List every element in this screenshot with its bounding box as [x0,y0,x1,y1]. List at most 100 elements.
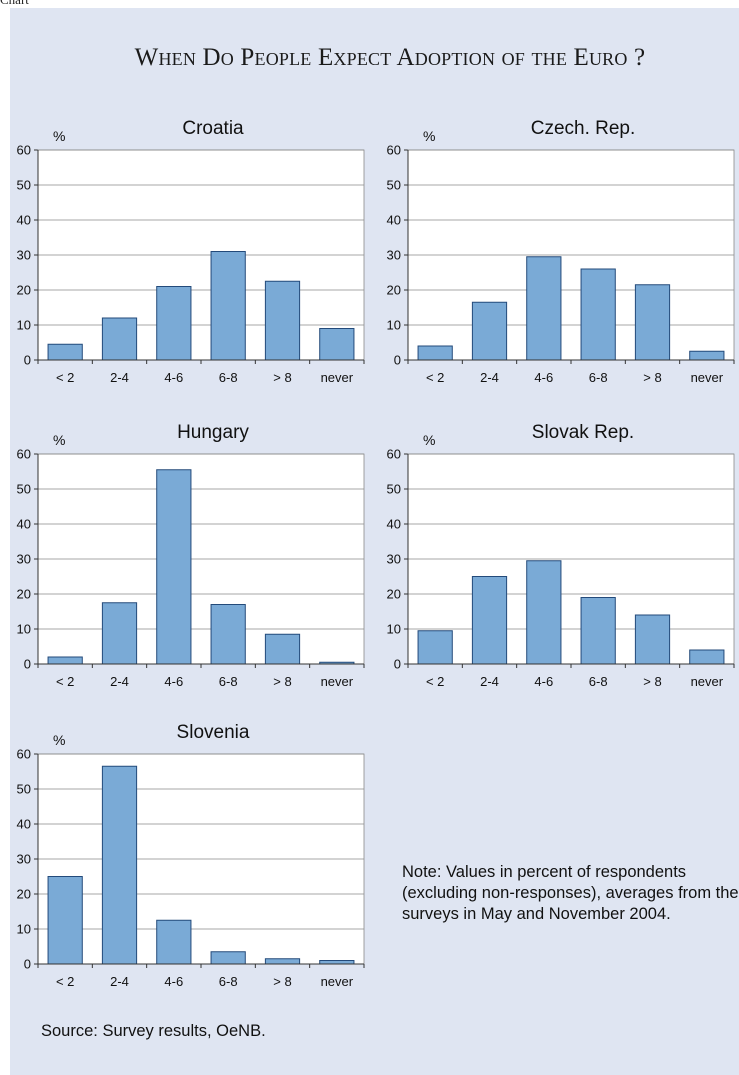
chart-title: Czech. Rep. [531,118,636,139]
bar [580,268,616,361]
bar [101,602,138,665]
chart-svg: 0 10 20 30 40 50 60 < 2 2-4 4-6 6-8 > 8 never Slovak … [387,422,735,689]
y-tick-label: 30 [17,852,31,867]
y-tick-label: 40 [17,517,31,532]
y-tick-label: 10 [17,318,31,333]
y-tick-label: 0 [24,353,31,368]
y-tick-label: 0 [24,657,31,672]
x-tick-label: > 8 [273,974,291,989]
x-tick-label: 2-4 [110,674,129,689]
bar [156,919,192,965]
y-axis-label: % [423,128,435,144]
chart-czech-rep: 0 10 20 30 40 50 60 < 2 2-4 4-6 6-8 > 8 never Czech. … [370,110,739,410]
y-tick-label: 20 [387,587,401,602]
chart-title: Hungary [177,422,249,443]
chart-slovak-rep: 0 10 20 30 40 50 60 < 2 2-4 4-6 6-8 > 8 never Slovak … [370,414,739,714]
chart-svg: 0 10 20 30 40 50 60 < 2 2-4 4-6 6-8 > 8 never Hungary… [17,422,365,689]
bar [210,251,246,361]
x-tick-label: 2-4 [110,370,129,385]
bar [156,286,192,361]
chart-title: Slovenia [177,722,250,743]
y-tick-label: 0 [394,353,401,368]
bar [47,656,83,665]
bar [264,280,301,361]
y-tick-label: 60 [17,747,31,762]
x-tick-label: never [321,974,354,989]
bar [526,256,562,361]
bar [101,317,138,361]
x-tick-label: 6-8 [219,974,238,989]
y-tick-label: 0 [24,957,31,972]
x-tick-label: 6-8 [219,370,238,385]
y-tick-label: 60 [17,143,31,158]
bar [526,560,562,665]
x-tick-label: 4-6 [534,674,553,689]
y-tick-label: 10 [17,622,31,637]
figure-label: Chart [0,0,60,8]
y-tick-label: 50 [387,482,401,497]
bar [47,876,83,965]
y-tick-label: 0 [394,657,401,672]
bar [417,345,453,361]
bar [156,469,192,665]
source-text: Source: Survey results, OeNB. [41,1022,266,1040]
y-tick-label: 20 [387,283,401,298]
y-tick-label: 10 [387,318,401,333]
x-tick-label: > 8 [273,674,291,689]
y-tick-label: 10 [387,622,401,637]
x-tick-label: < 2 [426,674,444,689]
bar [210,604,246,665]
chart-title: Croatia [182,118,244,139]
y-axis-label: % [423,432,435,448]
bar [264,633,301,665]
x-tick-label: 6-8 [589,674,608,689]
bar [210,951,246,965]
x-tick-label: 4-6 [164,974,183,989]
bar [580,597,616,665]
y-tick-label: 40 [17,817,31,832]
x-tick-label: 6-8 [219,674,238,689]
x-tick-label: > 8 [643,674,661,689]
bar [689,350,725,361]
y-tick-label: 30 [17,552,31,567]
bar [689,649,725,665]
y-tick-label: 30 [387,248,401,263]
y-tick-label: 10 [17,922,31,937]
bar [634,284,671,361]
chart-hungary: 0 10 20 30 40 50 60 < 2 2-4 4-6 6-8 > 8 never Hungary… [0,414,372,714]
y-tick-label: 20 [17,283,31,298]
y-tick-label: 30 [17,248,31,263]
bar [319,960,355,965]
bar [471,301,508,361]
y-tick-label: 40 [17,213,31,228]
y-tick-label: 50 [17,178,31,193]
x-tick-label: 4-6 [534,370,553,385]
y-axis-label: % [53,432,65,448]
x-tick-label: 6-8 [589,370,608,385]
x-tick-label: < 2 [56,674,74,689]
x-tick-label: 4-6 [164,674,183,689]
y-axis-label: % [53,128,65,144]
bar [417,630,453,665]
y-tick-label: 30 [387,552,401,567]
chart-slovenia: 0 10 20 30 40 50 60 < 2 2-4 4-6 6-8 > 8 never Sloveni… [0,714,372,1014]
x-tick-label: 2-4 [110,974,129,989]
y-tick-label: 60 [387,143,401,158]
x-tick-label: never [691,370,724,385]
x-tick-label: 2-4 [480,370,499,385]
bar [101,765,138,965]
x-tick-label: < 2 [56,370,74,385]
y-tick-label: 60 [17,447,31,462]
x-tick-label: 2-4 [480,674,499,689]
bar [264,958,301,965]
y-tick-label: 20 [17,887,31,902]
y-tick-label: 50 [17,482,31,497]
bar [47,343,83,361]
y-axis-label: % [53,732,65,748]
chart-svg: 0 10 20 30 40 50 60 < 2 2-4 4-6 6-8 > 8 never Sloveni… [17,722,365,989]
y-tick-label: 40 [387,517,401,532]
x-tick-label: 4-6 [164,370,183,385]
note-text: Note: Values in percent of respondents (… [402,863,739,923]
x-tick-label: < 2 [426,370,444,385]
y-tick-label: 50 [17,782,31,797]
